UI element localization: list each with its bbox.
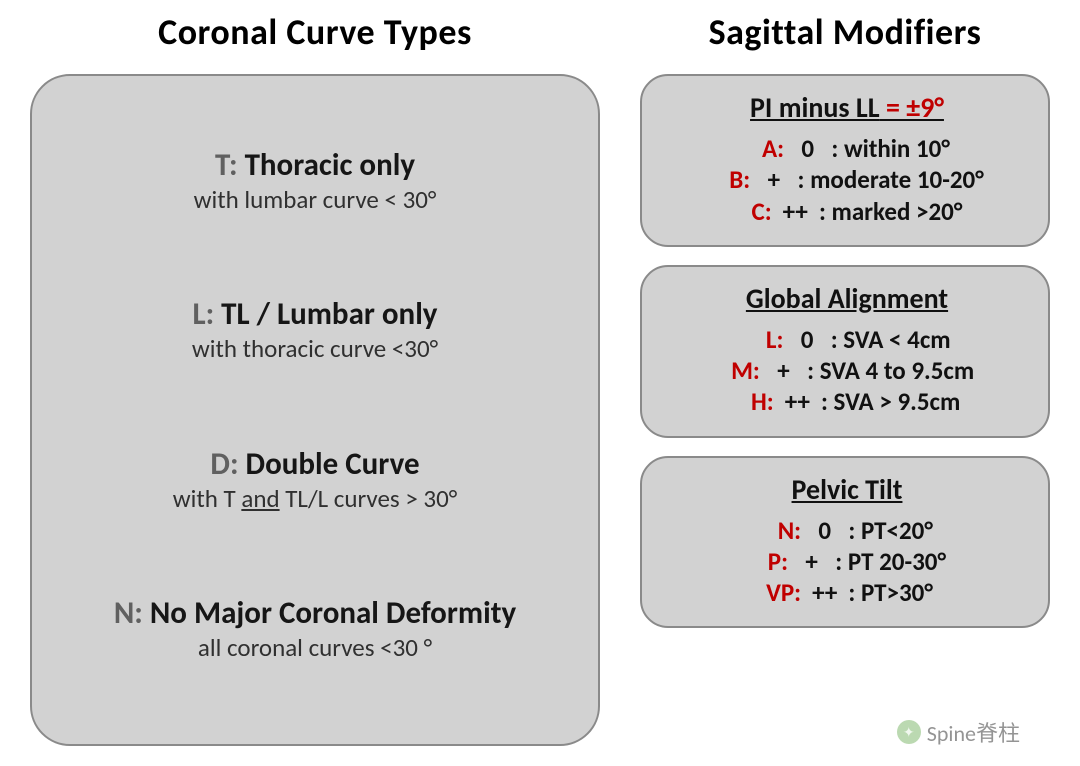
coronal-code: L:: [192, 295, 214, 333]
modifier-desc: : PT<20°: [848, 515, 933, 546]
modifier-desc: : marked >20°: [819, 196, 962, 227]
coronal-sub-text: all coronal curves <30 °: [198, 632, 432, 663]
coronal-type-main: T: Thoracic only: [52, 147, 578, 184]
diagram-root: Coronal Curve Types T: Thoracic only wit…: [0, 0, 1080, 766]
modifier-row: H: ++ : SVA > 9.5cm: [664, 386, 1030, 417]
modifier-key: A:: [744, 133, 784, 164]
modifier-row: P: + : PT 20-30°: [664, 546, 1030, 577]
modifier-panel-pelvic-tilt: Pelvic Tilt N: 0 : PT<20° P: + : PT 20-3…: [640, 456, 1050, 629]
watermark-text: Spine脊柱: [927, 716, 1020, 748]
modifier-title: Global Alignment: [664, 281, 1030, 316]
modifier-key: C:: [732, 196, 772, 227]
modifier-key: L:: [743, 324, 783, 355]
modifier-symbol: +: [756, 164, 792, 195]
coronal-type-L: L: TL / Lumbar only with thoracic curve …: [52, 296, 578, 364]
modifier-desc: : PT 20-30°: [835, 546, 946, 577]
modifier-row: L: 0 : SVA < 4cm: [664, 324, 1030, 355]
coronal-sub-text: with T: [173, 483, 242, 514]
coronal-label: No Major Coronal Deformity: [150, 594, 516, 632]
modifier-row: M: + : SVA 4 to 9.5cm: [664, 355, 1030, 386]
modifier-title: PI minus LL = ±9°: [664, 90, 1030, 125]
coronal-column: Coronal Curve Types T: Thoracic only wit…: [30, 10, 600, 746]
modifier-panel-pi-ll: PI minus LL = ±9° A: 0 : within 10° B: +…: [640, 74, 1050, 247]
modifier-row: A: 0 : within 10°: [664, 133, 1030, 164]
modifier-desc: : SVA 4 to 9.5cm: [807, 355, 974, 386]
sagittal-panels: PI minus LL = ±9° A: 0 : within 10° B: +…: [640, 74, 1050, 628]
modifier-key: VP:: [761, 577, 801, 608]
coronal-type-T: T: Thoracic only with lumbar curve < 30°: [52, 147, 578, 215]
coronal-sub-suffix: TL/L curves > 30°: [280, 483, 458, 514]
coronal-type-main: L: TL / Lumbar only: [52, 296, 578, 333]
modifier-key: P:: [748, 546, 788, 577]
coronal-sub: all coronal curves <30 °: [52, 634, 578, 663]
modifier-key: M:: [720, 355, 760, 386]
coronal-label: Thoracic only: [245, 146, 415, 184]
modifier-rows: A: 0 : within 10° B: + : moderate 10-20°…: [664, 133, 1030, 227]
modifier-symbol: 0: [790, 133, 826, 164]
modifier-title-text: Pelvic Tilt: [792, 472, 903, 507]
coronal-type-D: D: Double Curve with T and TL/L curves >…: [52, 446, 578, 514]
modifier-symbol: +: [794, 546, 830, 577]
modifier-symbol: +: [765, 355, 801, 386]
modifier-row: VP: ++ : PT>30°: [664, 577, 1030, 608]
coronal-code: D:: [210, 445, 238, 483]
modifier-title-text: PI minus LL: [750, 90, 880, 125]
modifier-key: H:: [734, 386, 774, 417]
coronal-sub: with T and TL/L curves > 30°: [52, 485, 578, 514]
modifier-rows: N: 0 : PT<20° P: + : PT 20-30° VP: ++ : …: [664, 515, 1030, 609]
modifier-row: B: + : moderate 10-20°: [664, 164, 1030, 195]
modifier-title: Pelvic Tilt: [664, 472, 1030, 507]
coronal-sub-text: with lumbar curve < 30°: [194, 184, 437, 215]
coronal-sub-text: with thoracic curve <30°: [192, 333, 438, 364]
coronal-panel: T: Thoracic only with lumbar curve < 30°…: [30, 74, 600, 746]
modifier-key: B:: [710, 164, 750, 195]
coronal-sub: with lumbar curve < 30°: [52, 186, 578, 215]
coronal-sub-underline: and: [241, 483, 279, 514]
modifier-desc: : within 10°: [831, 133, 950, 164]
modifier-rows: L: 0 : SVA < 4cm M: + : SVA 4 to 9.5cm H…: [664, 324, 1030, 418]
modifier-symbol: 0: [807, 515, 843, 546]
modifier-desc: : moderate 10-20°: [798, 164, 984, 195]
sagittal-column: Sagittal Modifiers PI minus LL = ±9° A: …: [640, 10, 1050, 746]
modifier-symbol: 0: [789, 324, 825, 355]
modifier-title-text: Global Alignment: [746, 281, 948, 316]
modifier-symbol: ++: [807, 577, 843, 608]
modifier-title-suffix: = ±9°: [880, 90, 944, 125]
coronal-title: Coronal Curve Types: [30, 10, 600, 54]
coronal-code: T:: [215, 146, 238, 184]
sagittal-title: Sagittal Modifiers: [640, 10, 1050, 54]
modifier-symbol: ++: [777, 196, 813, 227]
modifier-desc: : SVA < 4cm: [831, 324, 951, 355]
coronal-label: Double Curve: [246, 445, 420, 483]
modifier-row: C: ++ : marked >20°: [664, 196, 1030, 227]
wechat-icon: ✦: [897, 720, 921, 744]
coronal-label: TL / Lumbar only: [221, 295, 437, 333]
coronal-type-main: D: Double Curve: [52, 446, 578, 483]
modifier-panel-global-alignment: Global Alignment L: 0 : SVA < 4cm M: + :…: [640, 265, 1050, 438]
coronal-type-N: N: No Major Coronal Deformity all corona…: [52, 595, 578, 663]
modifier-row: N: 0 : PT<20°: [664, 515, 1030, 546]
modifier-desc: : SVA > 9.5cm: [821, 386, 960, 417]
coronal-type-main: N: No Major Coronal Deformity: [52, 595, 578, 632]
modifier-symbol: ++: [779, 386, 815, 417]
coronal-sub: with thoracic curve <30°: [52, 335, 578, 364]
modifier-key: N:: [761, 515, 801, 546]
coronal-code: N:: [114, 594, 143, 632]
watermark: ✦ Spine脊柱: [897, 716, 1020, 748]
modifier-desc: : PT>30°: [848, 577, 933, 608]
